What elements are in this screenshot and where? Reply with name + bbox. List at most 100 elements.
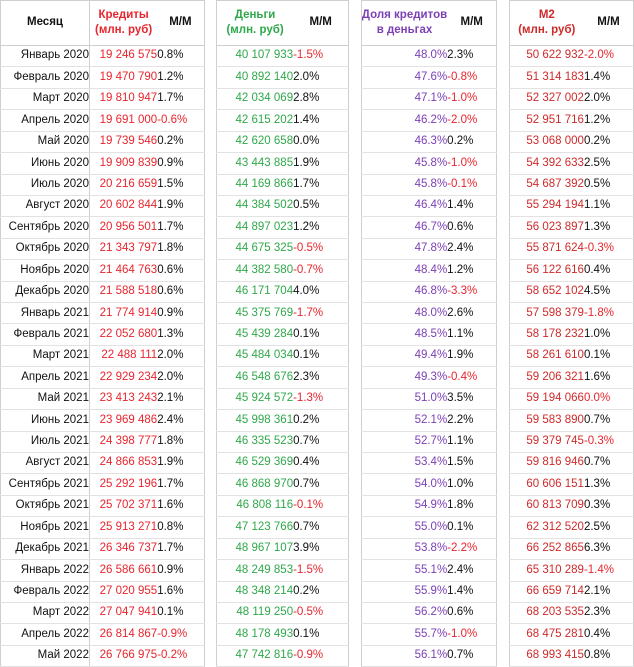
cell-credits: 24 866 853	[88, 452, 158, 475]
cell-share: 48.4%	[360, 259, 448, 282]
cell-m2-mm: 1.3%	[583, 473, 634, 496]
cell-credits: 19 691 000	[88, 109, 158, 132]
column-gap	[204, 602, 217, 624]
cell-money-mm: -1.7%	[293, 302, 350, 325]
column-gap	[348, 66, 362, 89]
column-gap	[204, 452, 217, 474]
table-row: Октябрь 2020 21 343 797 1.8% 44 675 325 -0.5…	[0, 238, 634, 261]
table-row: Март 2021 22 488 111 2.0% 45 484 034 0.1% 49.…	[0, 345, 634, 368]
cell-m2: 59 206 321	[508, 366, 584, 389]
column-gap	[348, 581, 362, 603]
cell-money: 46 808 116	[216, 495, 294, 518]
cell-credits: 19 909 839	[88, 152, 158, 175]
column-gap	[496, 431, 510, 453]
column-gap	[204, 45, 217, 67]
column-gap	[496, 559, 510, 582]
cell-money: 42 615 202	[216, 109, 294, 132]
cell-share: 46.2%	[360, 109, 448, 132]
cell-m2-mm: 0.5%	[583, 174, 634, 196]
cell-share: 52.7%	[360, 431, 448, 454]
column-gap	[496, 495, 510, 517]
cell-credits: 23 413 243	[88, 388, 158, 411]
cell-money-mm: 2.3%	[293, 366, 350, 389]
cell-share-mm: -1.0%	[447, 623, 498, 646]
cell-credits-mm: 1.8%	[157, 431, 205, 454]
table-row: Февраль 2022 27 020 955 1.6% 48 348 214 0.2%…	[0, 581, 634, 603]
header-credits: Кредиты (млн. руб)	[88, 0, 158, 46]
cell-m2-mm: -2.0%	[583, 45, 634, 68]
cell-m2-mm: -1.4%	[583, 559, 634, 582]
cell-month: Май 2020	[0, 131, 90, 154]
cell-money-mm: 0.7%	[293, 516, 350, 539]
header-m2-title: М2	[538, 9, 555, 21]
cell-credits: 25 292 196	[88, 473, 158, 496]
cell-money-mm: 1.7%	[293, 174, 350, 196]
column-gap	[348, 259, 362, 282]
cell-m2: 60 813 709	[508, 495, 584, 518]
column-gap	[496, 0, 510, 46]
cell-credits: 19 739 546	[88, 131, 158, 154]
cell-m2: 59 194 066	[508, 388, 584, 411]
cell-credits-mm: 1.9%	[157, 195, 205, 218]
table-row: Январь 2022 26 586 661 0.9% 48 249 853 -1.5%…	[0, 559, 634, 582]
column-gap	[204, 88, 217, 110]
cell-money-mm: -0.5%	[293, 238, 350, 261]
header-m2-unit: (млн. руб)	[518, 23, 576, 36]
table-row: Март 2020 19 810 947 1.7% 42 034 069 2.8% 47.…	[0, 88, 634, 111]
cell-share: 48.0%	[360, 45, 448, 68]
cell-m2: 55 871 624	[508, 238, 584, 261]
cell-share-mm: 0.1%	[447, 516, 498, 539]
cell-credits: 20 602 844	[88, 195, 158, 218]
cell-share: 55.9%	[360, 581, 448, 603]
column-gap	[348, 88, 362, 110]
cell-share: 51.0%	[360, 388, 448, 411]
column-gap	[496, 302, 510, 324]
cell-m2-mm: 4.5%	[583, 281, 634, 304]
cell-m2: 60 606 151	[508, 473, 584, 496]
cell-share: 55.0%	[360, 516, 448, 539]
column-gap	[348, 645, 362, 667]
table-row: Сентябрь 2021 25 292 196 1.7% 46 868 970 0.7…	[0, 473, 634, 496]
column-gap	[204, 131, 217, 153]
cell-credits-mm: 2.1%	[157, 388, 205, 411]
cell-money: 48 119 250	[216, 602, 294, 625]
cell-share: 46.7%	[360, 216, 448, 239]
cell-money: 46 171 704	[216, 281, 294, 304]
cell-share-mm: 0.6%	[447, 602, 498, 625]
cell-share-mm: 0.6%	[447, 216, 498, 239]
cell-credits: 24 398 777	[88, 431, 158, 454]
column-gap	[204, 366, 217, 389]
cell-share-mm: 0.7%	[447, 645, 498, 667]
column-gap	[348, 195, 362, 217]
header-month: Месяц	[0, 0, 90, 46]
cell-money-mm: -0.5%	[293, 602, 350, 625]
header-m2-mm: М/М	[583, 0, 634, 46]
cell-share-mm: 2.3%	[447, 45, 498, 68]
cell-credits-mm: 1.7%	[157, 473, 205, 496]
cell-money: 44 384 502	[216, 195, 294, 218]
column-gap	[204, 645, 217, 667]
column-gap	[204, 538, 217, 560]
cell-m2-mm: 2.1%	[583, 581, 634, 603]
cell-money-mm: -0.9%	[293, 645, 350, 667]
cell-m2-mm: 2.0%	[583, 88, 634, 111]
cell-month: Март 2021	[0, 345, 90, 368]
table-row: Сентябрь 2020 20 956 501 1.7% 44 897 023 1.2…	[0, 216, 634, 239]
column-gap	[204, 0, 217, 46]
cell-credits-mm: -0.6%	[157, 109, 205, 132]
cell-m2: 68 203 535	[508, 602, 584, 625]
cell-m2-mm: 2.5%	[583, 516, 634, 539]
column-gap	[204, 473, 217, 496]
header-month-label: Месяц	[26, 16, 63, 29]
cell-m2: 58 178 232	[508, 323, 584, 346]
cell-credits: 26 346 737	[88, 538, 158, 561]
cell-credits-mm: 1.5%	[157, 174, 205, 196]
cell-share: 49.4%	[360, 345, 448, 368]
cell-credits-mm: 1.6%	[157, 495, 205, 518]
column-gap	[496, 45, 510, 67]
header-credits-title: Кредиты	[98, 9, 149, 21]
column-gap	[204, 195, 217, 217]
cell-credits-mm: 0.8%	[157, 45, 205, 68]
cell-month: Ноябрь 2020	[0, 259, 90, 282]
column-gap	[348, 302, 362, 324]
